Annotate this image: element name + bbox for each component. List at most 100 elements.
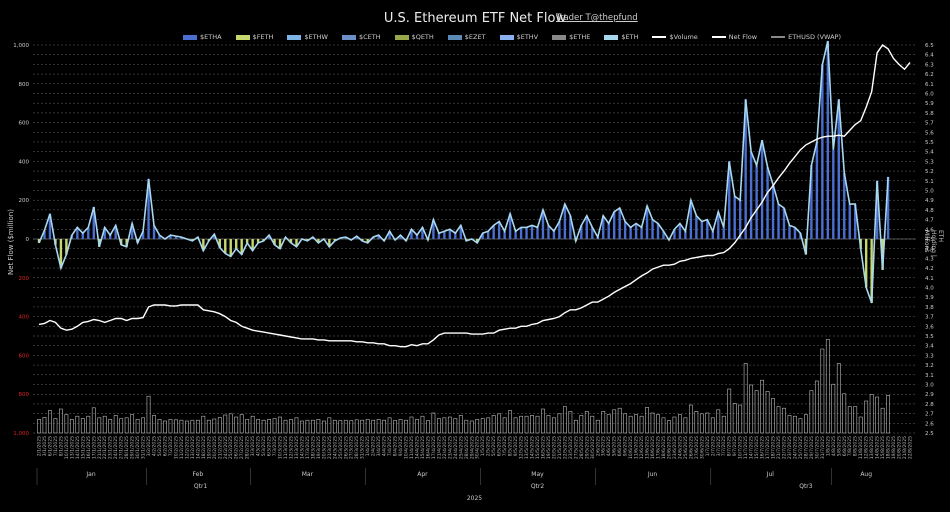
x-tick-label: 27/1/2025 xyxy=(119,436,125,459)
volume-bar xyxy=(623,413,628,434)
flow-bar xyxy=(125,239,128,247)
x-tick-label: 14/5/2025 xyxy=(530,436,536,459)
legend-item: $ETH xyxy=(604,33,638,41)
flow-bar xyxy=(109,235,112,239)
x-tick-label: 25/4/2025 xyxy=(458,436,464,459)
x-tick-label: 30/1/2025 xyxy=(135,436,141,459)
volume-bar xyxy=(289,419,293,434)
flow-bar xyxy=(81,233,85,239)
volume-bar xyxy=(223,414,228,434)
x-tick-label: 28/3/2025 xyxy=(354,436,360,459)
legend-item: $EZET xyxy=(447,33,486,41)
x-tick-label: 28/5/2025 xyxy=(579,436,585,459)
volume-bar xyxy=(212,418,217,434)
y2-tick-label: 6.0 xyxy=(925,92,934,98)
volume-bar xyxy=(765,391,770,434)
x-tick-label: 23/6/2025 xyxy=(672,436,678,459)
legend-item: $QETH xyxy=(394,33,434,41)
legend-label: $ETH xyxy=(621,33,639,41)
volume-bar xyxy=(787,415,792,434)
volume-bar xyxy=(491,415,496,434)
x-tick-label: 7/1/2025 xyxy=(53,436,59,456)
volume-bar xyxy=(398,419,403,434)
volume-bar xyxy=(431,412,436,434)
y2-tick-label: 3.0 xyxy=(925,383,934,389)
x-tick-label: 31/3/2025 xyxy=(360,436,366,459)
x-tick-label: 10/3/2025 xyxy=(278,436,284,459)
x-tick-label: 21/4/2025 xyxy=(436,436,442,459)
volume-bar xyxy=(97,417,102,434)
flow-bar xyxy=(289,239,293,243)
volume-bar xyxy=(316,419,321,434)
flow-bar xyxy=(755,165,758,239)
x-tick-label: 4/3/2025 xyxy=(256,436,262,456)
x-tick-label: 19/2/2025 xyxy=(206,436,212,459)
volume-bar xyxy=(321,420,326,434)
volume-bar xyxy=(678,414,682,434)
volume-bar xyxy=(174,419,178,434)
credit-link[interactable]: Trader T@thepfund xyxy=(556,13,638,23)
legend-label: Net Flow xyxy=(728,33,758,41)
flow-bar xyxy=(481,233,484,239)
flow-bar xyxy=(541,209,545,239)
volume-bar xyxy=(535,415,540,434)
volume-bar xyxy=(365,419,370,434)
x-tick-label: 5/5/2025 xyxy=(491,436,497,456)
flow-bar xyxy=(245,239,249,243)
volume-bar xyxy=(842,393,847,434)
flow-bar xyxy=(130,223,134,239)
x-tick-label: 17/4/2025 xyxy=(431,436,437,459)
flow-bar xyxy=(295,239,298,247)
volume-bar xyxy=(480,418,485,434)
x-tick-label: 19/5/2025 xyxy=(546,436,552,459)
flow-bar xyxy=(618,207,621,239)
y2-tick-label: 6.4 xyxy=(925,53,934,59)
x-tick-label: 20/6/2025 xyxy=(666,436,672,459)
x-tick-label: 20/2/2025 xyxy=(212,436,218,459)
volume-bar xyxy=(447,416,452,434)
volume-bar xyxy=(590,415,595,434)
flow-bar xyxy=(229,239,232,257)
volume-bar xyxy=(546,415,551,434)
flow-bar xyxy=(525,227,528,239)
volume-bar xyxy=(332,419,337,434)
flow-bar xyxy=(629,227,632,239)
y-tick-label: 600 xyxy=(19,121,30,127)
flow-bar xyxy=(174,236,178,239)
flow-bar xyxy=(158,235,161,239)
legend-swatch xyxy=(711,36,726,38)
volume-bar xyxy=(53,418,58,434)
x-tick-label: 5/6/2025 xyxy=(612,436,618,456)
volume-bar xyxy=(776,406,781,434)
volume-bar xyxy=(228,413,233,434)
volume-bar xyxy=(37,419,41,434)
net-flow-line xyxy=(38,40,889,304)
x-tick-label: 25/7/2025 xyxy=(798,436,804,459)
x-tick-label: 13/8/2025 xyxy=(869,436,875,459)
volume-bar xyxy=(634,414,639,434)
volume-bar xyxy=(272,418,277,434)
volume-bar xyxy=(360,419,365,434)
x-tick-label: 17/3/2025 xyxy=(305,436,311,459)
y-tick-label: 1,000 xyxy=(13,431,29,437)
x-tick-label: 16/1/2025 xyxy=(86,436,92,459)
y2-tick-label: 3.5 xyxy=(925,334,934,340)
volume-bar xyxy=(694,411,699,434)
volume-bar xyxy=(820,348,825,434)
x-tick-label: 28/7/2025 xyxy=(803,436,809,459)
flow-bar xyxy=(695,215,698,239)
volume-bar xyxy=(130,414,135,434)
x-tick-label: 21/5/2025 xyxy=(557,436,563,459)
flow-bar xyxy=(623,221,627,239)
volume-bar xyxy=(749,384,754,434)
legend-swatch xyxy=(499,34,514,40)
x-tick-label: 2/4/2025 xyxy=(371,436,377,456)
flow-bar xyxy=(48,213,52,239)
flow-bar xyxy=(706,219,709,239)
flow-bar xyxy=(366,239,369,243)
x-tick-label: 5/8/2025 xyxy=(836,436,842,456)
y2-tick-label: 6.5 xyxy=(925,43,934,49)
legend-item: $CETH xyxy=(341,33,381,41)
flow-bar xyxy=(492,225,495,239)
flow-bar xyxy=(377,235,380,239)
